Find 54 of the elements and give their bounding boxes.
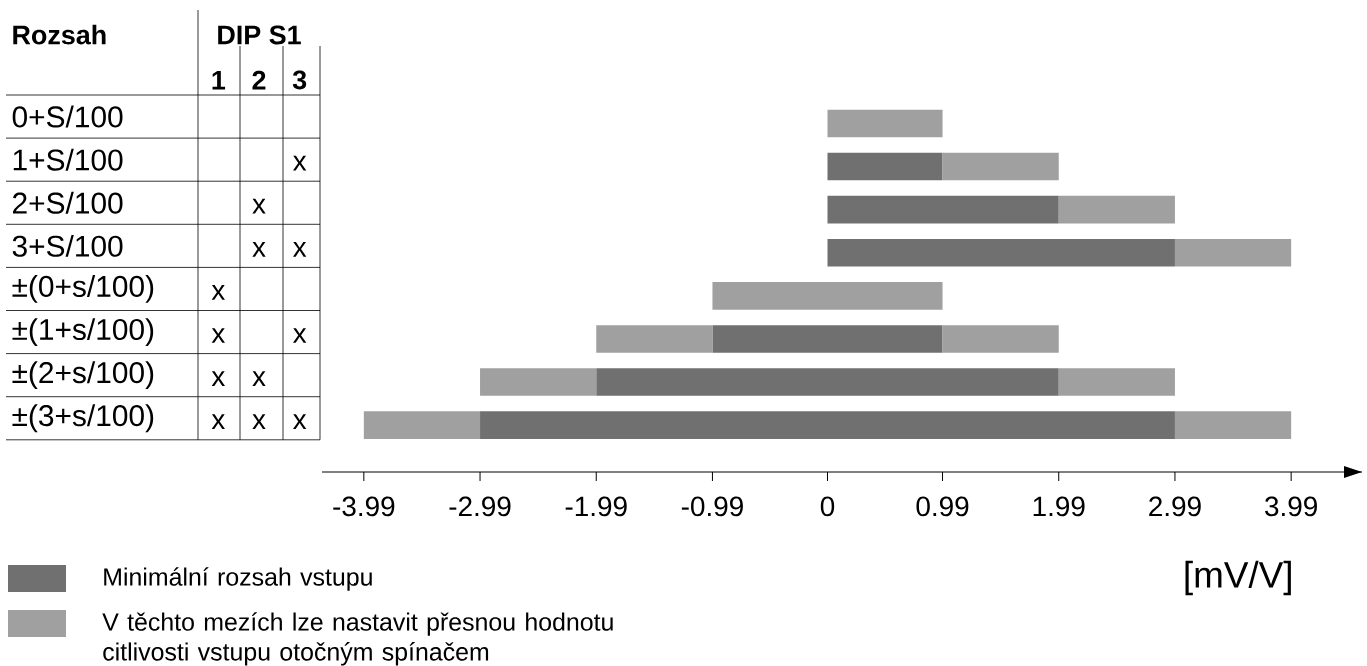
- x-tick-label: 3: [292, 70, 307, 90]
- bar: [712, 325, 943, 353]
- bar: [1058, 195, 1175, 224]
- x-tick-label: 1.99: [1033, 496, 1085, 517]
- bar: [480, 411, 1175, 439]
- text: x: [252, 371, 266, 386]
- bar: [827, 109, 943, 138]
- bar: [596, 325, 713, 353]
- bar: [1174, 238, 1292, 267]
- bar: [942, 152, 1059, 181]
- y-tick-label: 1+S/100: [13, 148, 123, 171]
- text: x: [293, 155, 307, 171]
- y-tick-label: 2+S/100: [13, 191, 123, 214]
- y-axis-title: Rozsah: [13, 24, 106, 45]
- text: x: [293, 328, 307, 343]
- x-tick-label: 2.99: [1149, 496, 1201, 517]
- y-tick-label: 3+S/100: [12, 234, 123, 257]
- bar: [480, 368, 597, 396]
- x-axis-title: [mV/V]: [1185, 560, 1291, 596]
- y-tick-label: ±(1+s/100): [12, 318, 154, 346]
- text: x: [252, 414, 266, 430]
- x-tick-label: -1.99: [565, 496, 627, 517]
- x-tick-label: 1: [212, 70, 226, 90]
- y-tick-label: ±(0+s/100): [12, 275, 154, 303]
- bar: [827, 152, 943, 181]
- bar: [712, 282, 943, 310]
- bar: [596, 368, 1059, 396]
- bar: [1058, 368, 1175, 396]
- text: x: [211, 414, 225, 430]
- x-tick-label: -3.99: [333, 496, 395, 517]
- bar: [363, 411, 481, 439]
- legend-label: V těchto mezích lze nastavit přesnou hodnotu citlivosti vstupu otočným spínačem: [102, 612, 613, 666]
- y-tick-label: ±(3+s/100): [12, 404, 154, 433]
- y-tick-label: ±(2+s/100): [12, 361, 154, 390]
- x-tick-label: 2: [252, 70, 266, 90]
- bar: [1174, 411, 1292, 439]
- text: x: [293, 414, 307, 430]
- x-tick-label: -2.99: [449, 496, 511, 517]
- text: x: [211, 328, 225, 343]
- chart-title: DIP S1: [218, 25, 301, 45]
- y-tick-label: 0+S/100: [12, 105, 123, 128]
- bar: [827, 195, 1059, 224]
- text: x: [293, 241, 307, 257]
- bar: [942, 325, 1059, 353]
- x-tick-label: -0.99: [681, 496, 743, 517]
- legend-label: Minimální rozsah vstupu: [104, 567, 372, 591]
- text: x: [252, 241, 266, 257]
- bar: [827, 238, 1175, 267]
- text: x: [252, 198, 266, 214]
- text: x: [211, 285, 225, 300]
- x-tick-label: 0: [820, 496, 835, 517]
- x-tick-label: 3.99: [1265, 496, 1317, 517]
- x-tick-label: 0.99: [916, 496, 969, 517]
- text: x: [211, 371, 225, 386]
